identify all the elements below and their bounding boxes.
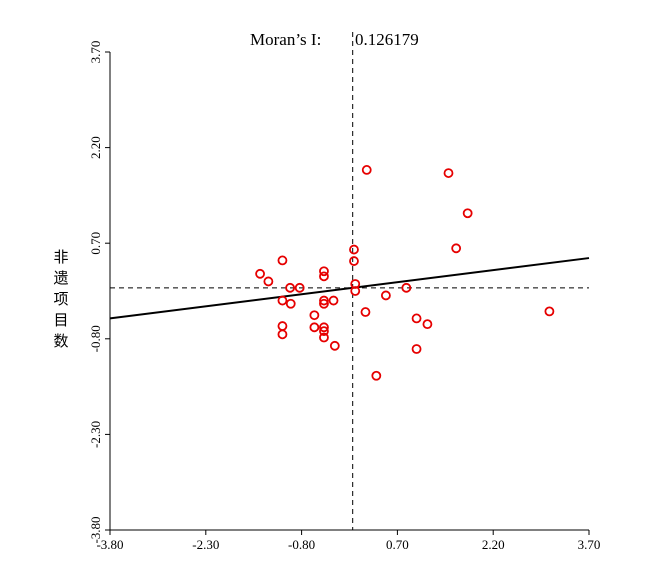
data-point (277, 295, 288, 306)
data-point (319, 266, 329, 277)
data-point (411, 313, 422, 324)
x-tick-label: 0.70 (386, 537, 409, 552)
data-point (277, 255, 288, 266)
data-point (411, 344, 422, 354)
x-tick-label: -2.30 (192, 537, 219, 552)
data-point (319, 332, 329, 343)
data-point (350, 279, 361, 289)
data-point (371, 370, 382, 381)
axes: -3.80 -2.30 -0.80 0.70 2.20 3.70 -3.80 -2.30 -0.… (88, 41, 600, 552)
data-point (319, 271, 329, 282)
data-point (361, 165, 372, 175)
x-tick-label: -0.80 (288, 537, 315, 552)
data-point (285, 298, 296, 309)
y-tick-label: 0.70 (88, 232, 103, 255)
y-axis-title-char-5: 数 (53, 332, 68, 350)
chart-title-prefix: Moran’s I: (250, 30, 321, 49)
data-point (277, 321, 288, 331)
data-point (349, 256, 359, 266)
y-tick-label: -2.30 (88, 421, 103, 448)
data-point (381, 290, 391, 301)
data-point (422, 319, 433, 330)
data-point (319, 326, 329, 337)
data-point (462, 208, 473, 219)
data-point (285, 282, 296, 293)
data-point (350, 286, 361, 296)
x-tick-label: -3.80 (96, 537, 123, 552)
y-axis-title: 非 遗 项 目 数 (53, 248, 68, 350)
data-point (309, 322, 320, 333)
data-point (294, 282, 305, 293)
data-point (329, 340, 340, 351)
data-point (349, 244, 359, 255)
data-point (309, 310, 320, 321)
data-point (451, 243, 462, 254)
y-axis-title-char-1: 非 (53, 248, 68, 266)
y-tick-label: -0.80 (88, 325, 103, 352)
y-tick-label: 3.70 (88, 41, 103, 64)
regression-line (109, 257, 590, 320)
data-point (263, 276, 274, 287)
regression-line-group (109, 257, 590, 320)
data-point (255, 268, 265, 279)
y-tick-label: 2.20 (88, 136, 103, 159)
data-point (319, 295, 329, 306)
x-tick-label: 3.70 (578, 537, 601, 552)
data-point (544, 306, 555, 317)
y-axis-title-char-2: 遗 (53, 269, 68, 287)
data-point (328, 295, 339, 306)
y-axis-title-char-3: 项 (53, 290, 68, 308)
data-point (277, 329, 288, 340)
y-tick-label: -3.80 (88, 516, 103, 543)
chart-title: Moran’s I: 0.126179 (250, 30, 419, 49)
data-point (360, 307, 371, 317)
data-points (255, 165, 555, 381)
chart-title-value: 0.126179 (355, 30, 419, 49)
data-point (401, 282, 412, 293)
data-point (443, 168, 454, 178)
data-point (319, 322, 329, 333)
x-tick-label: 2.20 (482, 537, 505, 552)
data-point (319, 298, 329, 309)
reference-lines (110, 32, 589, 530)
y-axis-title-char-4: 目 (53, 311, 68, 329)
